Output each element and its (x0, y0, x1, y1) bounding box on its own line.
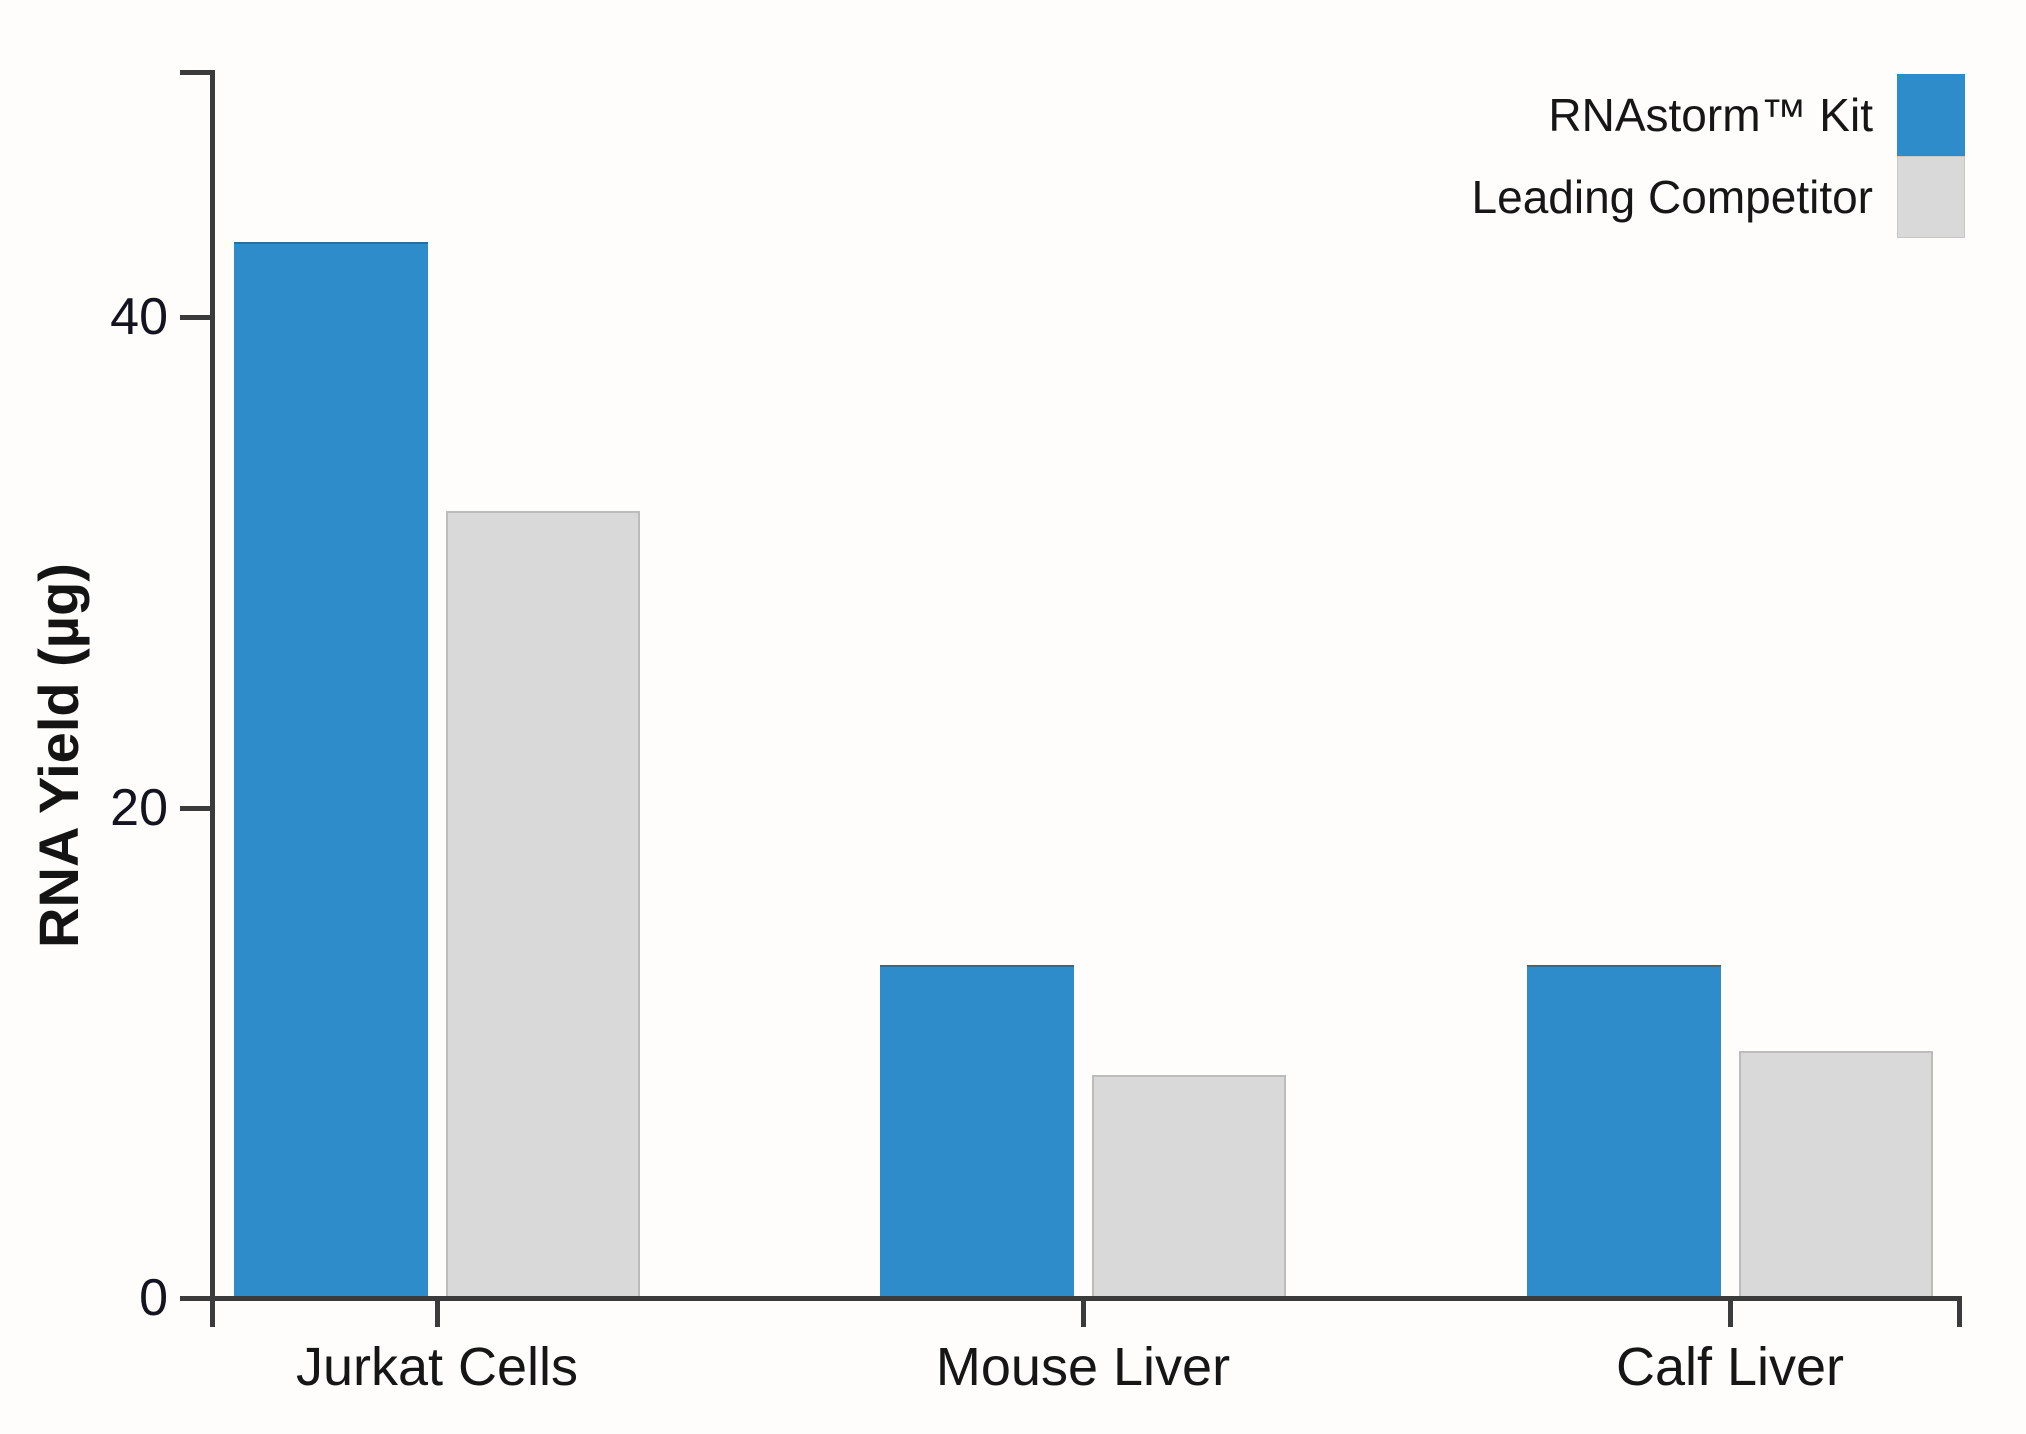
bar-series-competitor (1092, 1075, 1286, 1296)
y-axis-title: RNA Yield (µg) (26, 563, 90, 948)
x-axis-origin-tick (210, 1301, 215, 1327)
y-tick (180, 805, 210, 811)
x-category-label: Jurkat Cells (295, 1337, 579, 1397)
x-tick (1081, 1301, 1086, 1327)
legend-item: RNAstorm™ Kit (1472, 74, 1965, 156)
bar-series-competitor (446, 511, 640, 1296)
x-axis-line (210, 1296, 1962, 1301)
legend-swatch-icon (1897, 156, 1965, 238)
x-tick (435, 1301, 440, 1327)
bar-series-rnastorm (234, 242, 428, 1296)
y-tick-label: 40 (110, 288, 168, 347)
x-axis-end-tick (1957, 1301, 1962, 1327)
bar-series-competitor (1739, 1051, 1933, 1296)
y-tick-label: 20 (110, 778, 168, 837)
x-tick (1728, 1301, 1733, 1327)
legend-swatch-icon (1897, 74, 1965, 156)
x-category-label: Mouse Liver (935, 1337, 1231, 1397)
bar-series-rnastorm (880, 965, 1074, 1296)
y-axis-top-cap (180, 70, 210, 75)
y-tick (180, 1296, 210, 1301)
bar-series-rnastorm (1527, 965, 1721, 1296)
x-category-label: Calf Liver (1615, 1337, 1845, 1397)
legend-label: RNAstorm™ Kit (1548, 89, 1873, 141)
legend-item: Leading Competitor (1472, 156, 1965, 238)
legend: RNAstorm™ Kit Leading Competitor (1472, 74, 1965, 238)
legend-label: Leading Competitor (1471, 171, 1873, 223)
y-axis-line (210, 70, 215, 1301)
y-tick (180, 315, 210, 321)
y-tick-label: 0 (139, 1269, 168, 1327)
